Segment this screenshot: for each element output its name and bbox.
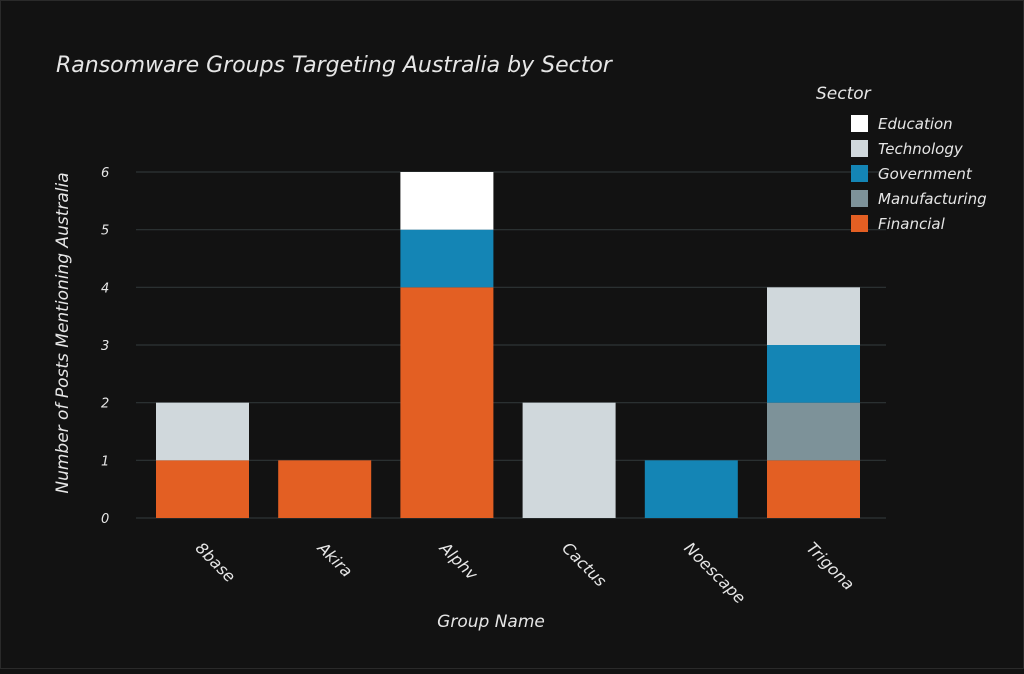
y-tick-label: 2 xyxy=(101,397,109,412)
y-tick-label: 5 xyxy=(101,224,109,239)
legend-label: Manufacturing xyxy=(878,190,987,208)
legend-swatch-technology xyxy=(851,140,868,157)
legend-swatch-government xyxy=(851,165,868,182)
bar-alphv-education xyxy=(400,172,494,230)
bar-8base-technology xyxy=(156,402,249,461)
bar-akira-financial xyxy=(278,460,372,518)
x-tick-label: Alphv xyxy=(435,538,481,584)
y-axis-label: Number of Posts Mentioning Australia xyxy=(53,172,73,493)
y-tick-label: 6 xyxy=(101,166,109,181)
bar-trigona-government xyxy=(767,345,860,403)
legend-swatch-manufacturing xyxy=(851,190,868,207)
bar-trigona-manufacturing xyxy=(767,402,860,461)
bar-cactus-technology xyxy=(522,402,616,518)
chart-title: Ransomware Groups Targeting Australia by… xyxy=(56,53,614,78)
x-tick-label: Noescape xyxy=(680,538,749,607)
legend-label: Financial xyxy=(878,215,946,233)
bar-alphv-government xyxy=(400,229,494,288)
bar-alphv-financial xyxy=(400,287,494,518)
y-tick-label: 0 xyxy=(101,512,109,527)
y-tick-label: 4 xyxy=(101,281,109,296)
x-axis-label: Group Name xyxy=(437,612,545,632)
x-tick-label: Akira xyxy=(313,538,356,581)
legend-label: Education xyxy=(878,115,953,133)
y-tick-label: 3 xyxy=(101,339,109,354)
x-tick-label: Trigona xyxy=(803,538,858,593)
legend-label: Technology xyxy=(878,140,964,158)
bar-noescape-government xyxy=(644,460,738,518)
bar-8base-financial xyxy=(156,460,249,518)
bar-trigona-financial xyxy=(767,460,860,518)
x-tick-label: 8base xyxy=(192,538,240,586)
y-tick-label: 1 xyxy=(101,454,109,469)
legend-swatch-education xyxy=(851,115,868,132)
legend-label: Government xyxy=(878,165,973,183)
bar-trigona-technology xyxy=(767,287,860,345)
x-tick-label: Cactus xyxy=(558,538,610,590)
legend-title: Sector xyxy=(816,84,872,104)
legend-swatch-financial xyxy=(851,215,868,232)
